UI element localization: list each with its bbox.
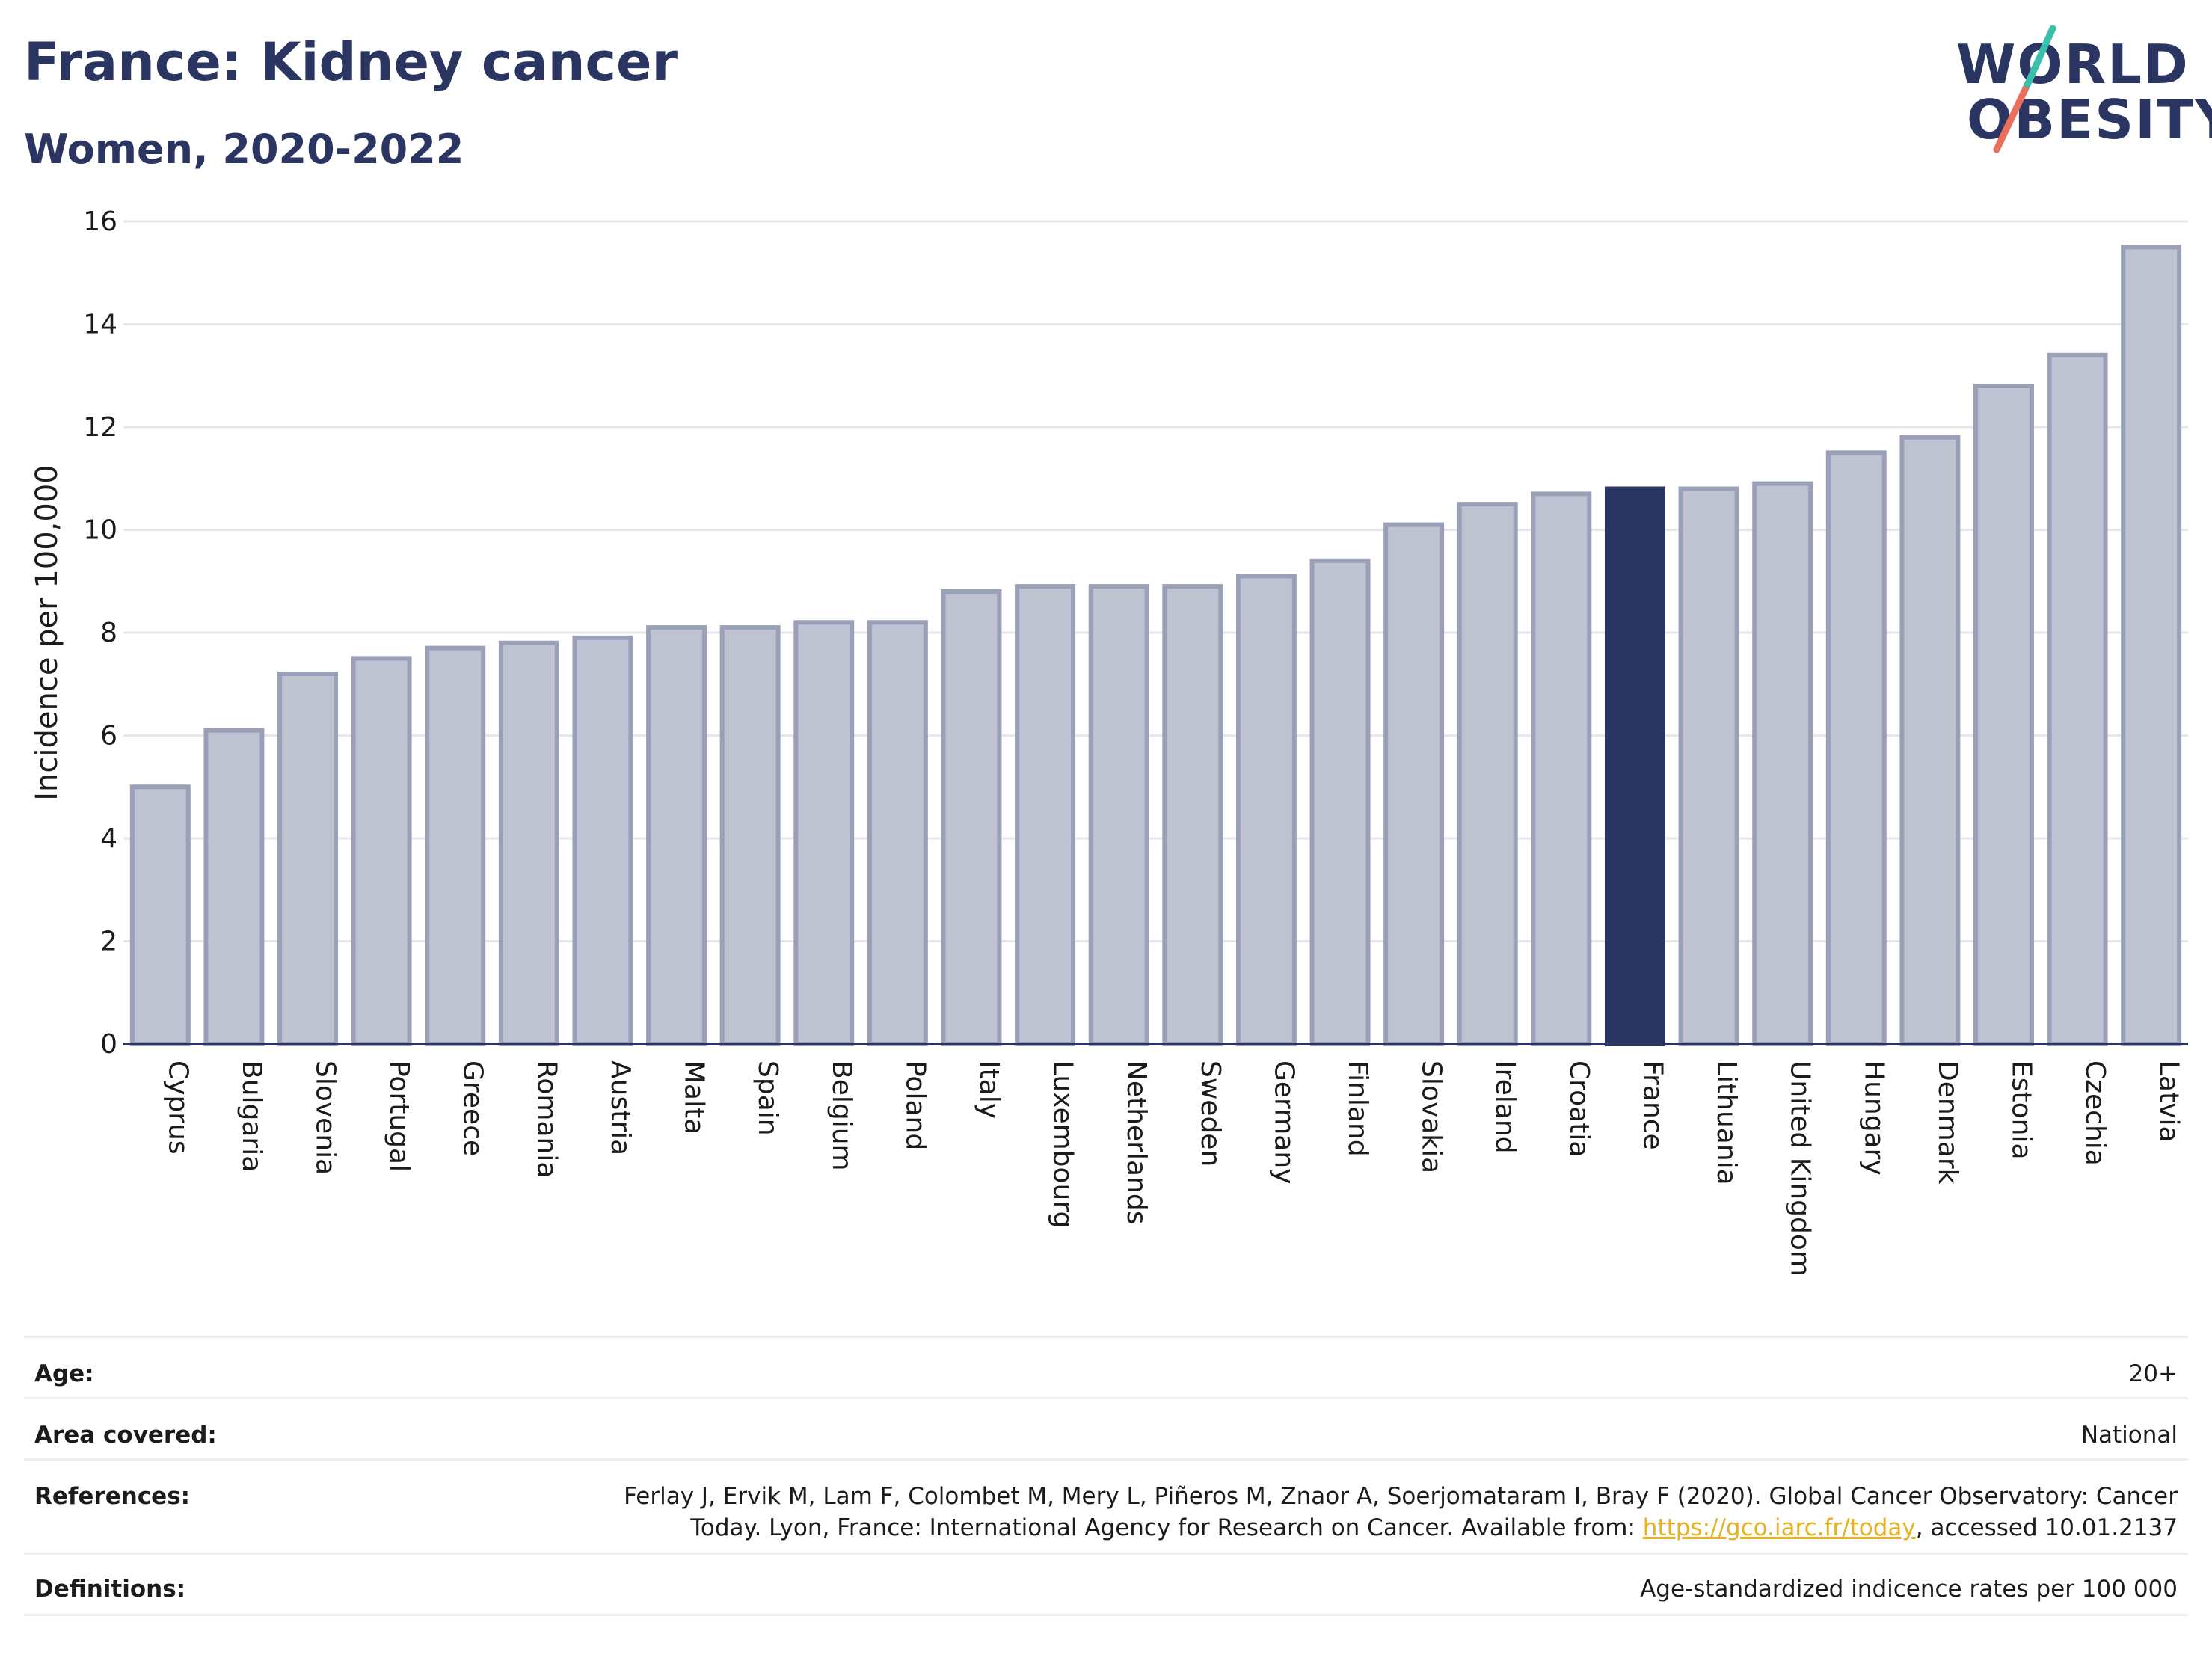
x-tick-label: Estonia <box>2006 1060 2036 1160</box>
bar-cyprus <box>129 784 191 1046</box>
x-tick-label: Latvia <box>2154 1060 2184 1143</box>
x-tick-label: Italy <box>974 1060 1004 1119</box>
x-tick-label: Luxembourg <box>1048 1060 1078 1228</box>
y-tick-label: 4 <box>100 823 117 854</box>
bar-slovakia <box>1383 522 1445 1046</box>
meta-references-line1: Ferlay J, Ervik M, Lam F, Colombet M, Me… <box>624 1483 2178 1510</box>
bar-poland <box>867 620 928 1046</box>
x-tick-label: Czechia <box>2080 1060 2110 1166</box>
bar-spain <box>719 625 781 1046</box>
meta-row-definitions: Definitions: Age-standardized indicence … <box>24 1553 2188 1615</box>
x-tick-label: Poland <box>900 1060 930 1150</box>
x-tick-label: Malta <box>679 1060 710 1134</box>
y-tick-label: 12 <box>83 412 117 443</box>
x-tick-label: Slovakia <box>1416 1060 1447 1173</box>
bar-denmark <box>1899 435 1961 1046</box>
bar-germany <box>1235 574 1297 1046</box>
bar-romania <box>498 640 559 1046</box>
bar-greece <box>425 645 486 1046</box>
references-text-post: , accessed 10.01.2137 <box>1915 1514 2178 1541</box>
x-tick-label: France <box>1637 1060 1668 1150</box>
bar-estonia <box>1973 384 2034 1046</box>
y-tick-label: 14 <box>83 310 117 340</box>
bar-france <box>1604 486 1665 1046</box>
bar-sweden <box>1162 584 1223 1046</box>
x-tick-label: Lithuania <box>1711 1060 1742 1185</box>
x-tick-label: Cyprus <box>162 1060 193 1155</box>
x-tick-label: Finland <box>1342 1060 1373 1157</box>
meta-references-line2: Today. Lyon, France: International Agenc… <box>690 1514 2178 1541</box>
x-tick-label: Hungary <box>1858 1060 1889 1176</box>
meta-area-value: National <box>2080 1422 2178 1449</box>
y-axis-label: Incidence per 100,000 <box>30 464 64 801</box>
y-tick-label: 2 <box>100 927 117 957</box>
x-tick-label: Netherlands <box>1121 1060 1152 1224</box>
bar-portugal <box>351 656 412 1046</box>
meta-age-value: 20+ <box>2128 1360 2178 1387</box>
y-tick-label: 10 <box>83 515 117 546</box>
bar-netherlands <box>1088 584 1149 1046</box>
bar-lithuania <box>1678 486 1739 1046</box>
meta-row-area: Area covered: National <box>24 1397 2188 1459</box>
bar-hungary <box>1825 450 1887 1046</box>
x-tick-label: Bulgaria <box>236 1060 267 1172</box>
bar-italy <box>941 589 1002 1046</box>
chart-title: France: Kidney cancer <box>24 31 678 93</box>
world-obesity-logo: WORLD OBESITY <box>1944 22 2212 157</box>
bar-ireland <box>1457 502 1518 1046</box>
references-text-pre: Today. Lyon, France: International Agenc… <box>690 1514 1643 1541</box>
chart-subtitle: Women, 2020-2022 <box>24 126 464 173</box>
references-link[interactable]: https://gco.iarc.fr/today <box>1642 1514 1916 1541</box>
x-tick-label: Sweden <box>1195 1060 1226 1167</box>
bar-slovenia <box>277 672 338 1046</box>
x-tick-label: Belgium <box>826 1060 857 1171</box>
x-tick-label: Denmark <box>1932 1060 1963 1185</box>
bar-bulgaria <box>203 728 265 1046</box>
x-tick-label: Germany <box>1268 1060 1299 1184</box>
meta-definitions-value: Age-standardized indicence rates per 100… <box>1640 1576 2178 1603</box>
x-tick-label: Croatia <box>1564 1060 1594 1157</box>
meta-age-label: Age: <box>34 1360 94 1387</box>
x-tick-label: Spain <box>752 1060 783 1136</box>
bar-malta <box>646 625 707 1046</box>
x-tick-label: Romania <box>531 1060 562 1178</box>
meta-bottom-rule <box>24 1614 2188 1618</box>
meta-row-age: Age: 20+ <box>24 1336 2188 1398</box>
x-tick-label: Slovenia <box>310 1060 341 1175</box>
meta-area-label: Area covered: <box>34 1422 217 1449</box>
x-tick-label: United Kingdom <box>1785 1060 1816 1277</box>
bar-belgium <box>793 620 855 1046</box>
meta-definitions-label: Definitions: <box>34 1576 186 1603</box>
x-tick-label: Portugal <box>384 1060 414 1172</box>
logo-word-world: WORLD <box>1956 33 2190 96</box>
bar-finland <box>1309 558 1371 1046</box>
meta-references-label: References: <box>34 1483 191 1510</box>
x-tick-label: Greece <box>458 1060 488 1156</box>
x-tick-label: Ireland <box>1490 1060 1520 1154</box>
bar-latvia <box>2121 245 2182 1046</box>
bar-croatia <box>1531 491 1592 1046</box>
bar-united-kingdom <box>1752 481 1813 1046</box>
bar-czechia <box>2047 352 2108 1046</box>
meta-row-references: References: Ferlay J, Ervik M, Lam F, Co… <box>24 1458 2188 1553</box>
y-tick-label: 8 <box>100 618 117 648</box>
x-tick-label: Austria <box>605 1060 636 1155</box>
y-tick-label: 16 <box>83 206 117 237</box>
bar-chart: 0 2 4 6 8 10 12 14 16 Incidence per 100,000 Cyprus… <box>30 206 2188 1277</box>
logo-slash-icon <box>1993 25 2056 153</box>
y-tick-label: 6 <box>100 721 117 752</box>
bar-austria <box>572 635 633 1046</box>
bar-luxembourg <box>1015 584 1076 1046</box>
y-tick-label: 0 <box>100 1029 117 1060</box>
